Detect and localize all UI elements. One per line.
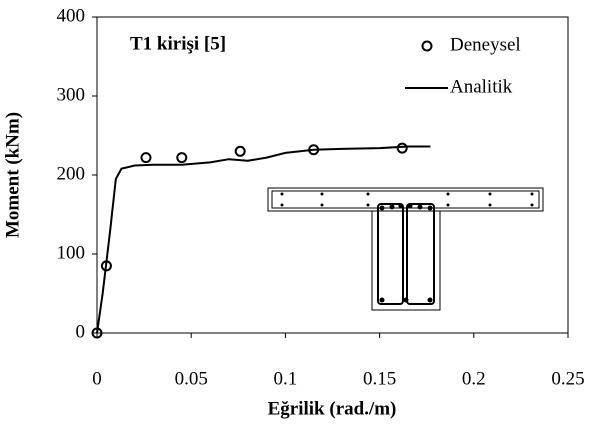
data-point <box>234 145 246 157</box>
data-point <box>140 152 152 164</box>
rebars <box>280 192 534 303</box>
cross-section <box>267 187 544 311</box>
data-point <box>396 142 408 154</box>
flange <box>267 187 544 212</box>
y-tick-label: 300 <box>57 84 86 105</box>
x-tick-label: 0.25 <box>551 368 584 389</box>
web-stirrup <box>406 203 435 305</box>
y-tick-label: 100 <box>57 242 86 263</box>
flange-stirrup <box>271 190 540 209</box>
x-tick-label: 0.05 <box>175 368 208 389</box>
web-stirrup <box>377 203 404 305</box>
y-tick-label: 400 <box>57 5 86 26</box>
x-tick-label: 0.1 <box>274 368 298 389</box>
web <box>371 211 441 311</box>
data-line <box>96 145 431 334</box>
plot-frame <box>96 16 569 334</box>
legend-marker <box>421 40 433 52</box>
legend-label: Deneysel <box>450 34 521 55</box>
legend-label: Analitik <box>450 76 513 97</box>
x-axis-label: Eğrilik (rad./m) <box>268 398 397 419</box>
x-tick-label: 0.2 <box>462 368 486 389</box>
chart-title: T1 kirişi [5] <box>130 33 226 54</box>
y-tick-label: 200 <box>57 163 86 184</box>
y-axis-label: Moment (kNm) <box>2 112 23 238</box>
y-tick-label: 0 <box>76 321 86 342</box>
x-tick-label: 0.15 <box>363 368 396 389</box>
data-point <box>176 152 188 164</box>
x-tick-label: 0 <box>92 368 102 389</box>
